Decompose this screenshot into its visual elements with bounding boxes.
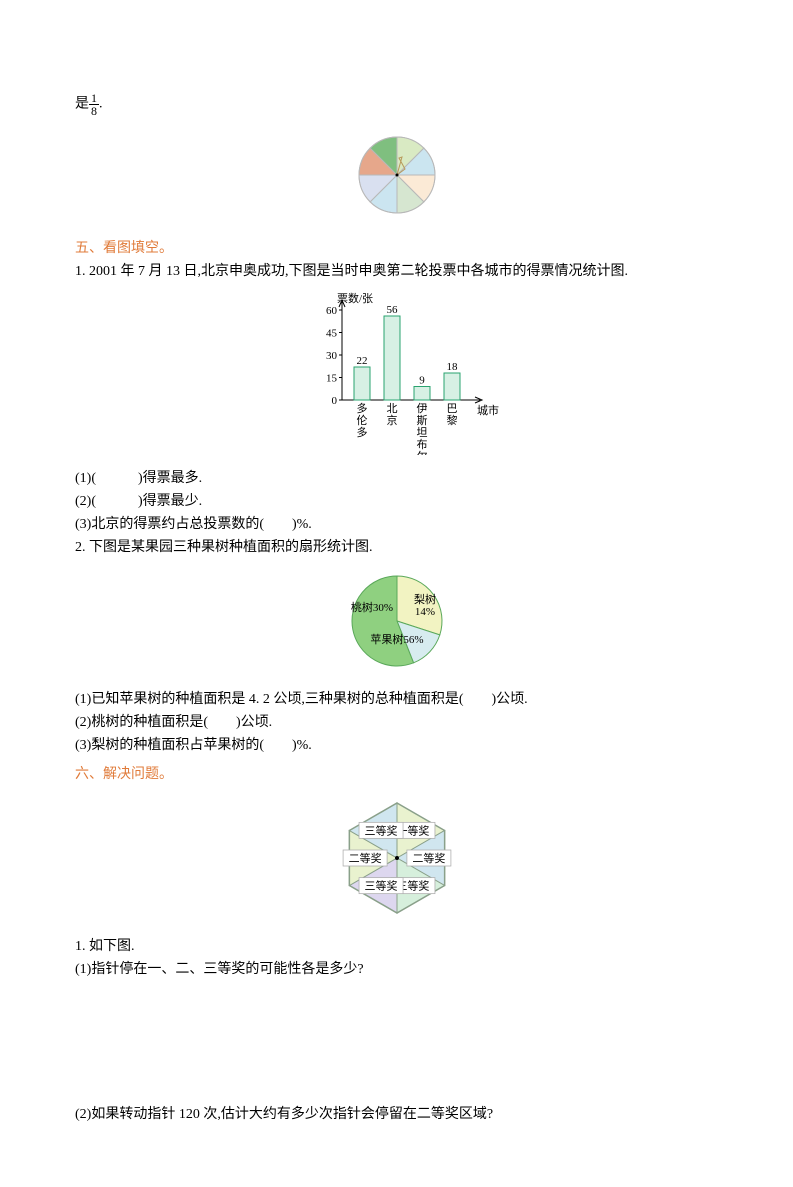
svg-text:30: 30 xyxy=(326,350,338,362)
svg-text:桃树30%: 桃树30% xyxy=(350,600,392,614)
svg-text:苹果树56%: 苹果树56% xyxy=(370,632,423,646)
svg-text:二等奖: 二等奖 xyxy=(348,851,381,865)
svg-text:45: 45 xyxy=(326,328,338,340)
hexagon-spinner: 一等奖二等奖三等奖三等奖二等奖三等奖 xyxy=(75,793,718,928)
svg-text:56: 56 xyxy=(386,304,398,316)
svg-text:三等奖: 三等奖 xyxy=(364,879,397,893)
q5-2-sub3: (3)梨树的种植面积占苹果树的( )%. xyxy=(75,735,718,756)
q5-1-sub1: (1)( )得票最多. xyxy=(75,468,718,489)
svg-text:黎: 黎 xyxy=(446,413,457,427)
q5-2-sub1: (1)已知苹果树的种植面积是 4. 2 公顷,三种果树的总种植面积是( )公顷. xyxy=(75,689,718,710)
svg-text:9: 9 xyxy=(419,375,425,387)
svg-text:60: 60 xyxy=(326,305,338,317)
svg-text:尔: 尔 xyxy=(416,450,427,455)
svg-text:城市: 城市 xyxy=(477,403,499,417)
svg-text:三等奖: 三等奖 xyxy=(364,823,397,837)
answer-space-1 xyxy=(75,982,718,1102)
svg-text:梨树: 梨树 xyxy=(414,592,436,606)
intro-line: 是18. xyxy=(75,92,718,117)
svg-text:15: 15 xyxy=(326,373,338,385)
q5-2-stem: 2. 下图是某果园三种果树种植面积的扇形统计图. xyxy=(75,537,718,558)
svg-text:斯: 斯 xyxy=(416,414,427,427)
q6-1-sub1: (1)指针停在一、二、三等奖的可能性各是多少? xyxy=(75,959,718,980)
fraction-1-8: 18 xyxy=(89,92,99,117)
svg-text:坦: 坦 xyxy=(416,425,427,439)
q5-1-sub3: (3)北京的得票约占总投票数的( )%. xyxy=(75,514,718,535)
svg-text:多: 多 xyxy=(356,401,367,415)
q5-1-sub2: (2)( )得票最少. xyxy=(75,491,718,512)
svg-text:京: 京 xyxy=(386,413,397,427)
svg-text:伦: 伦 xyxy=(356,413,367,427)
section-6-title: 六、解决问题。 xyxy=(75,764,718,785)
svg-text:巴: 巴 xyxy=(446,403,457,415)
svg-text:22: 22 xyxy=(356,355,367,367)
svg-text:14%: 14% xyxy=(414,606,434,618)
eight-sector-spinner xyxy=(75,125,718,230)
svg-text:二等奖: 二等奖 xyxy=(412,851,445,865)
svg-text:布: 布 xyxy=(416,438,427,451)
svg-text:18: 18 xyxy=(446,361,458,373)
olympic-bar-chart: 票数/张01530456022多伦多56北京9伊斯坦布尔18巴黎城市 xyxy=(75,290,718,460)
svg-text:伊: 伊 xyxy=(416,402,427,415)
section-5-title: 五、看图填空。 xyxy=(75,238,718,259)
q6-1-stem: 1. 如下图. xyxy=(75,936,718,957)
svg-text:0: 0 xyxy=(331,395,337,407)
svg-text:北: 北 xyxy=(386,402,397,415)
q5-2-sub2: (2)桃树的种植面积是( )公顷. xyxy=(75,712,718,733)
svg-text:多: 多 xyxy=(356,425,367,439)
q5-1-stem: 1. 2001 年 7 月 13 日,北京申奥成功,下图是当时申奥第二轮投票中各… xyxy=(75,261,718,282)
orchard-pie-chart: 桃树30% 梨树14% 苹果树56% xyxy=(75,566,718,681)
